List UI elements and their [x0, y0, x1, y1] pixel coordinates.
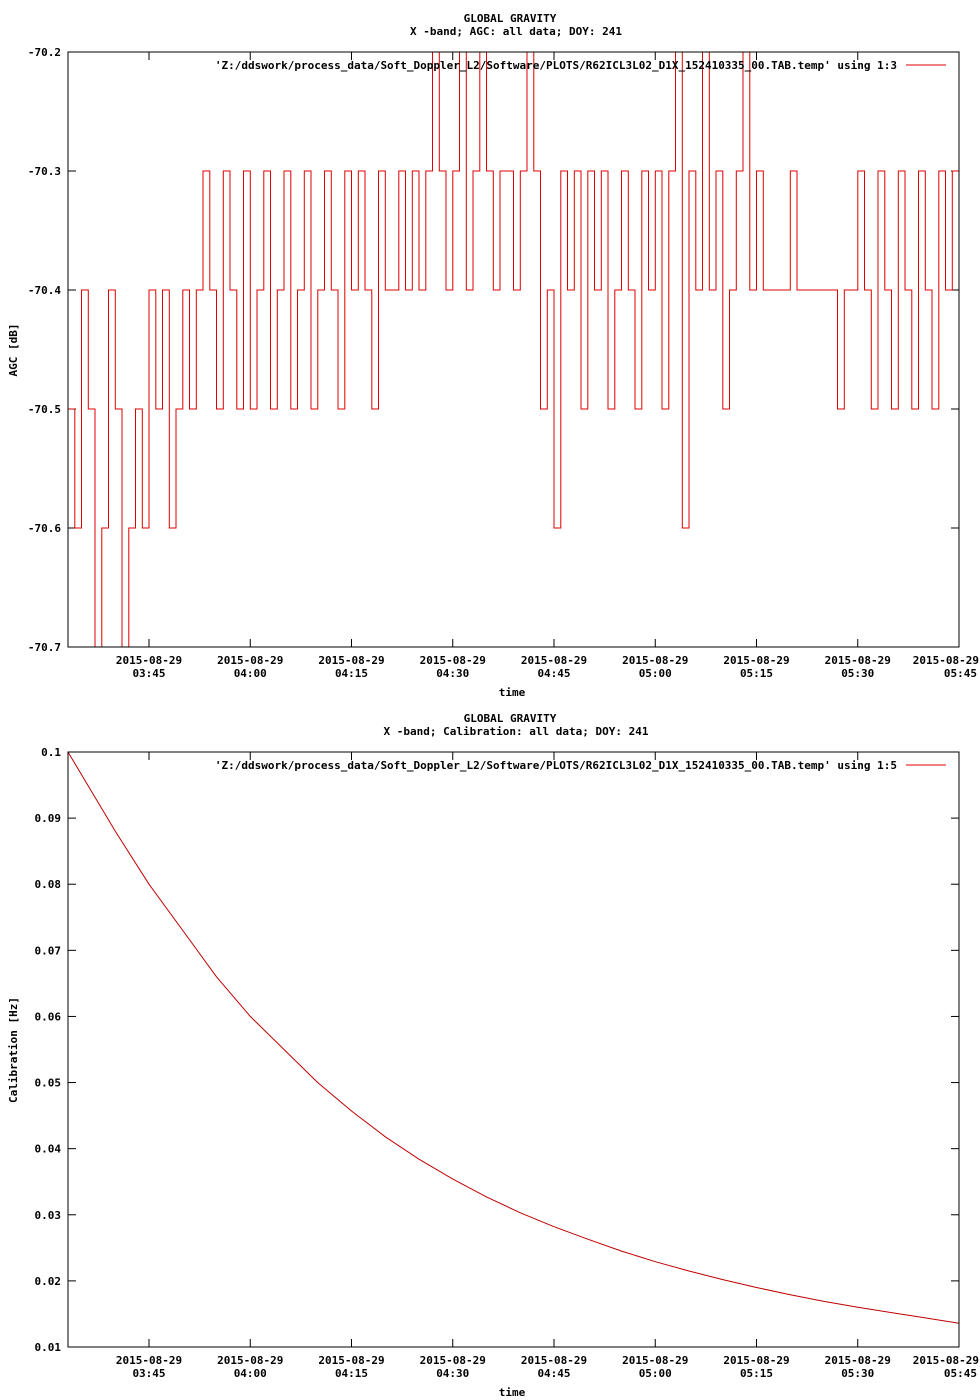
x-tick-date: 2015-08-29 [420, 1354, 486, 1367]
x-tick-date: 2015-08-29 [521, 654, 587, 667]
x-tick-time: 04:30 [436, 667, 469, 680]
x-tick-time: 04:00 [234, 667, 267, 680]
x-tick-time: 04:00 [234, 1367, 267, 1380]
x-tick-date: 2015-08-29 [913, 1354, 979, 1367]
x-tick-time: 05:15 [740, 667, 773, 680]
y-tick-label: 0.09 [35, 812, 62, 825]
agc-y-axis: -70.2 -70.3 -70.4 -70.5 -70.6 -70.7 [28, 46, 959, 654]
y-tick-label: 0.08 [35, 878, 62, 891]
y-tick-label: -70.5 [28, 403, 61, 416]
y-tick-label: 0.01 [35, 1341, 62, 1354]
x-tick-date: 2015-08-29 [622, 1354, 688, 1367]
y-tick-label: 0.05 [35, 1077, 62, 1090]
x-tick-time: 05:00 [639, 667, 672, 680]
y-tick-label: 0.03 [35, 1209, 62, 1222]
x-tick-date: 2015-08-29 [217, 1354, 283, 1367]
y-tick-label: 0.02 [35, 1275, 62, 1288]
agc-chart-title: GLOBAL GRAVITY [464, 12, 557, 25]
agc-y-label: AGC [dB] [7, 324, 20, 377]
agc-x-axis: 2015-08-2903:452015-08-2904:002015-08-29… [116, 52, 979, 680]
x-tick-date: 2015-08-29 [420, 654, 486, 667]
x-tick-date: 2015-08-29 [116, 1354, 182, 1367]
agc-series-line [68, 51, 960, 648]
calibration-y-label: Calibration [Hz] [7, 997, 20, 1103]
x-tick-date: 2015-08-29 [521, 1354, 587, 1367]
calibration-legend-label: 'Z:/ddswork/process_data/Soft_Doppler_L2… [215, 759, 897, 772]
agc-x-label: time [499, 686, 526, 699]
x-tick-time: 05:00 [639, 1367, 672, 1380]
agc-plot-frame [67, 51, 960, 648]
x-tick-time: 04:45 [537, 667, 570, 680]
x-tick-date: 2015-08-29 [116, 654, 182, 667]
x-tick-date: 2015-08-29 [723, 654, 789, 667]
agc-legend-label: 'Z:/ddswork/process_data/Soft_Doppler_L2… [215, 59, 897, 72]
calibration-chart-title: GLOBAL GRAVITY [464, 712, 557, 725]
x-tick-time: 05:45 [944, 667, 977, 680]
x-tick-date: 2015-08-29 [318, 654, 384, 667]
x-tick-time: 04:15 [335, 1367, 368, 1380]
x-tick-time: 04:15 [335, 667, 368, 680]
calibration-chart-subtitle: X -band; Calibration: all data; DOY: 241 [384, 725, 649, 738]
x-tick-time: 04:30 [436, 1367, 469, 1380]
x-tick-time: 05:30 [841, 667, 874, 680]
calibration-y-axis: 0.1 0.09 0.08 0.07 0.06 0.05 0.04 0.03 0.02 0.01 [35, 746, 959, 1354]
y-tick-label: -70.3 [28, 165, 61, 178]
x-tick-time: 04:45 [537, 1367, 570, 1380]
y-tick-label: -70.2 [28, 46, 61, 59]
x-tick-date: 2015-08-29 [622, 654, 688, 667]
x-tick-date: 2015-08-29 [723, 1354, 789, 1367]
x-tick-time: 05:45 [944, 1367, 977, 1380]
agc-chart: GLOBAL GRAVITY X -band; AGC: all data; D… [7, 12, 979, 699]
calibration-series-line [67, 751, 960, 1324]
x-tick-date: 2015-08-29 [217, 654, 283, 667]
calibration-plot-frame [67, 751, 960, 1348]
x-tick-date: 2015-08-29 [913, 654, 979, 667]
agc-chart-subtitle: X -band; AGC: all data; DOY: 241 [410, 25, 622, 38]
x-tick-date: 2015-08-29 [318, 1354, 384, 1367]
x-tick-time: 05:15 [740, 1367, 773, 1380]
x-tick-date: 2015-08-29 [825, 1354, 891, 1367]
x-tick-time: 03:45 [132, 1367, 165, 1380]
x-tick-time: 05:30 [841, 1367, 874, 1380]
y-tick-label: -70.7 [28, 641, 61, 654]
x-tick-time: 03:45 [132, 667, 165, 680]
calibration-x-axis: 2015-08-2903:452015-08-2904:002015-08-29… [116, 752, 979, 1380]
y-tick-label: -70.6 [28, 522, 61, 535]
y-tick-label: 0.1 [41, 746, 61, 759]
calibration-x-label: time [499, 1386, 526, 1399]
y-tick-label: 0.06 [35, 1010, 62, 1023]
y-tick-label: 0.04 [35, 1143, 62, 1156]
y-tick-label: -70.4 [28, 284, 61, 297]
calibration-chart: GLOBAL GRAVITY X -band; Calibration: all… [7, 712, 979, 1399]
y-tick-label: 0.07 [35, 944, 62, 957]
x-tick-date: 2015-08-29 [825, 654, 891, 667]
